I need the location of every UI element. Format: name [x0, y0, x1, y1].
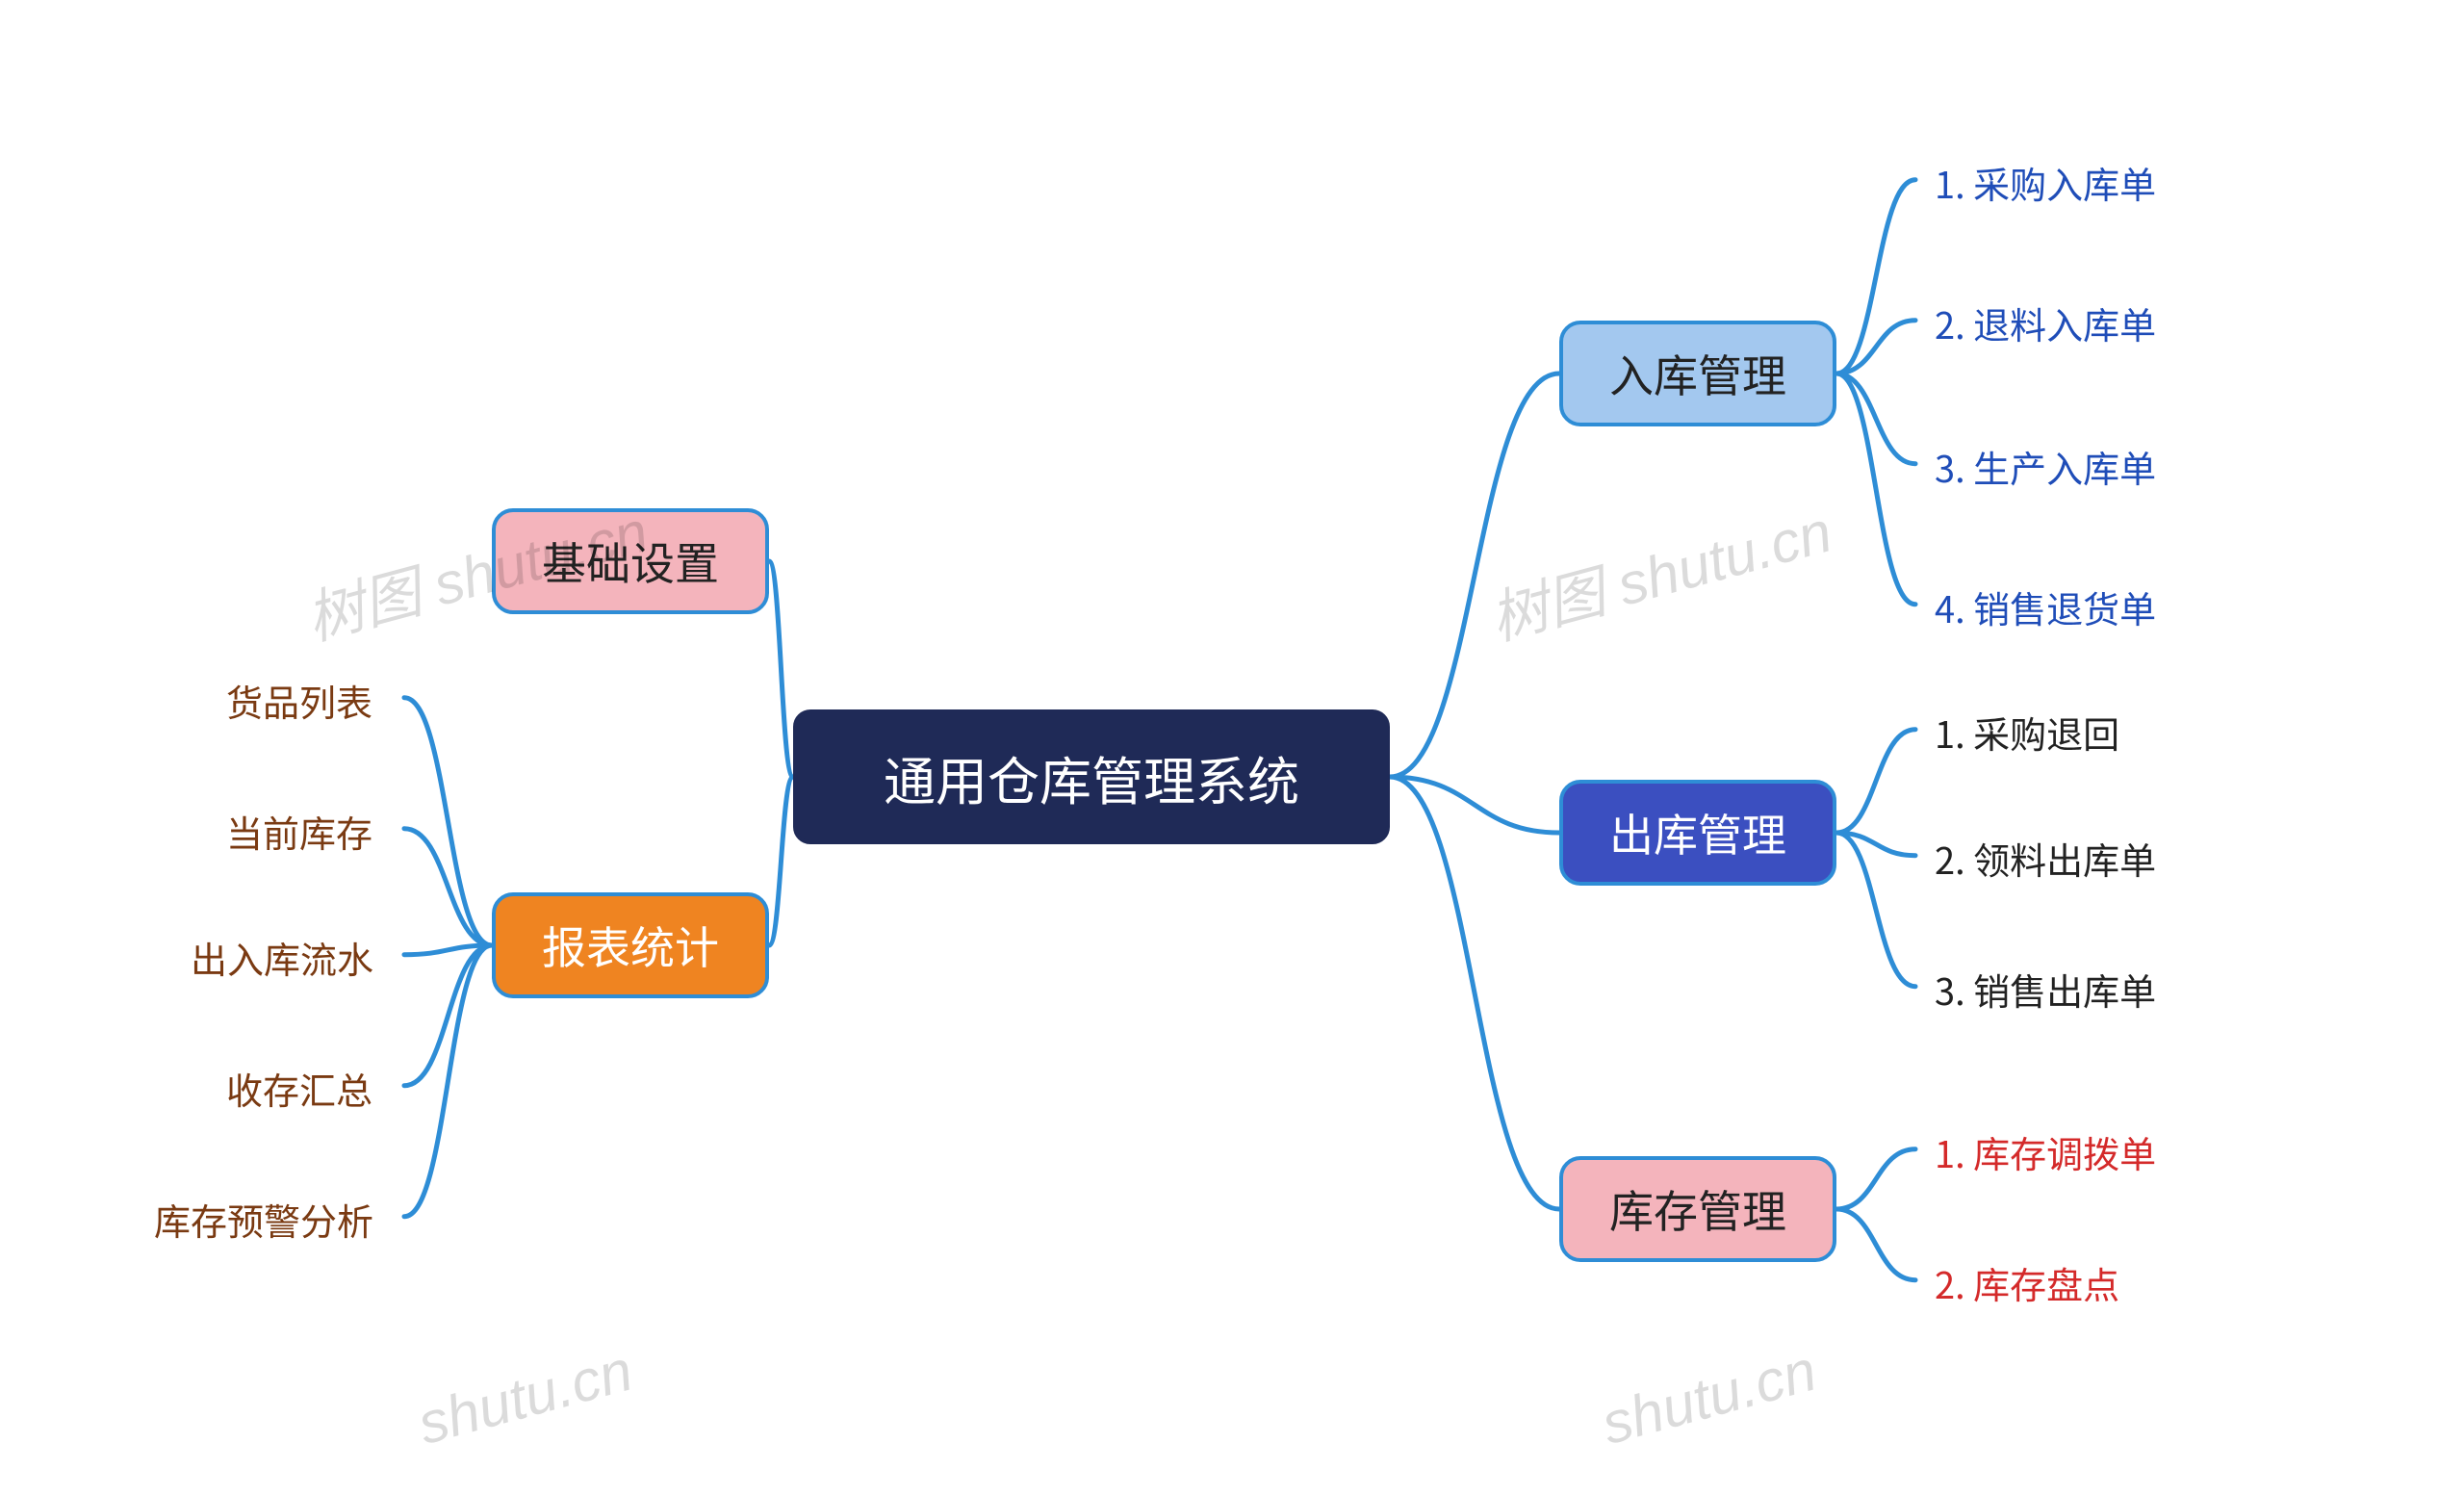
leaf-in-0[interactable]: 1. 采购入库单	[1935, 156, 2156, 209]
leaf-stock-1[interactable]: 2. 库存盘点	[1935, 1256, 2119, 1309]
branch-in-label: 入库管理	[1609, 342, 1786, 405]
branch-report-label: 报表统计	[542, 914, 719, 977]
branch-out[interactable]: 出库管理	[1559, 780, 1836, 886]
branch-basic[interactable]: 基础设置	[492, 508, 769, 614]
leaf-out-0[interactable]: 1. 采购退回	[1935, 706, 2119, 759]
root-label: 通用仓库管理系统	[884, 739, 1299, 815]
leaf-stock-0[interactable]: 1. 库存调拨单	[1935, 1125, 2156, 1178]
root-node[interactable]: 通用仓库管理系统	[793, 709, 1390, 844]
leaf-report-2[interactable]: 出入库流水	[191, 931, 373, 984]
branch-stock[interactable]: 库存管理	[1559, 1156, 1836, 1262]
branch-report[interactable]: 报表统计	[492, 892, 769, 998]
leaf-in-2[interactable]: 3. 生产入库单	[1935, 440, 2156, 493]
leaf-in-3[interactable]: 4. 销售退货单	[1935, 580, 2156, 633]
leaf-out-1[interactable]: 2. 领料出库单	[1935, 832, 2156, 885]
leaf-in-1[interactable]: 2. 退料入库单	[1935, 296, 2156, 349]
branch-in[interactable]: 入库管理	[1559, 321, 1836, 426]
leaf-report-4[interactable]: 库存预警分析	[154, 1193, 373, 1246]
branch-out-label: 出库管理	[1609, 801, 1786, 864]
leaf-report-1[interactable]: 当前库存	[226, 805, 372, 858]
branch-basic-label: 基础设置	[542, 529, 719, 593]
branch-stock-label: 库存管理	[1609, 1177, 1786, 1241]
leaf-out-2[interactable]: 3. 销售出库单	[1935, 963, 2156, 1016]
leaf-report-3[interactable]: 收存汇总	[226, 1062, 372, 1115]
leaf-report-0[interactable]: 货品列表	[226, 674, 372, 727]
